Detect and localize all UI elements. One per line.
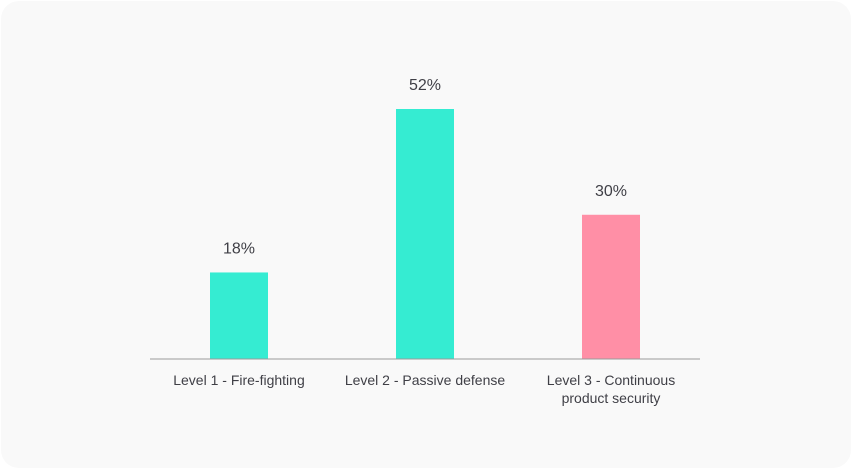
category-label-line: Level 2 - Passive defense: [345, 372, 506, 388]
category-label-line: Level 3 - Continuous: [547, 372, 675, 388]
category-label-3: Level 3 - Continuous product security: [547, 372, 675, 406]
bar-2: [396, 109, 454, 359]
category-label-1: Level 1 - Fire-fighting: [173, 372, 305, 388]
label-group: 18% Level 1 - Fire-fighting 52% Level 2 - P…: [173, 77, 675, 406]
bar-1: [210, 272, 268, 359]
category-label-line: product security: [562, 390, 661, 406]
category-label-line: Level 1 - Fire-fighting: [173, 372, 305, 388]
bar-3: [582, 214, 640, 359]
category-label-2: Level 2 - Passive defense: [345, 372, 506, 388]
bar-group: [210, 109, 640, 359]
value-label-3: 30%: [595, 183, 627, 200]
value-label-2: 52%: [409, 77, 441, 94]
value-label-1: 18%: [223, 240, 255, 257]
